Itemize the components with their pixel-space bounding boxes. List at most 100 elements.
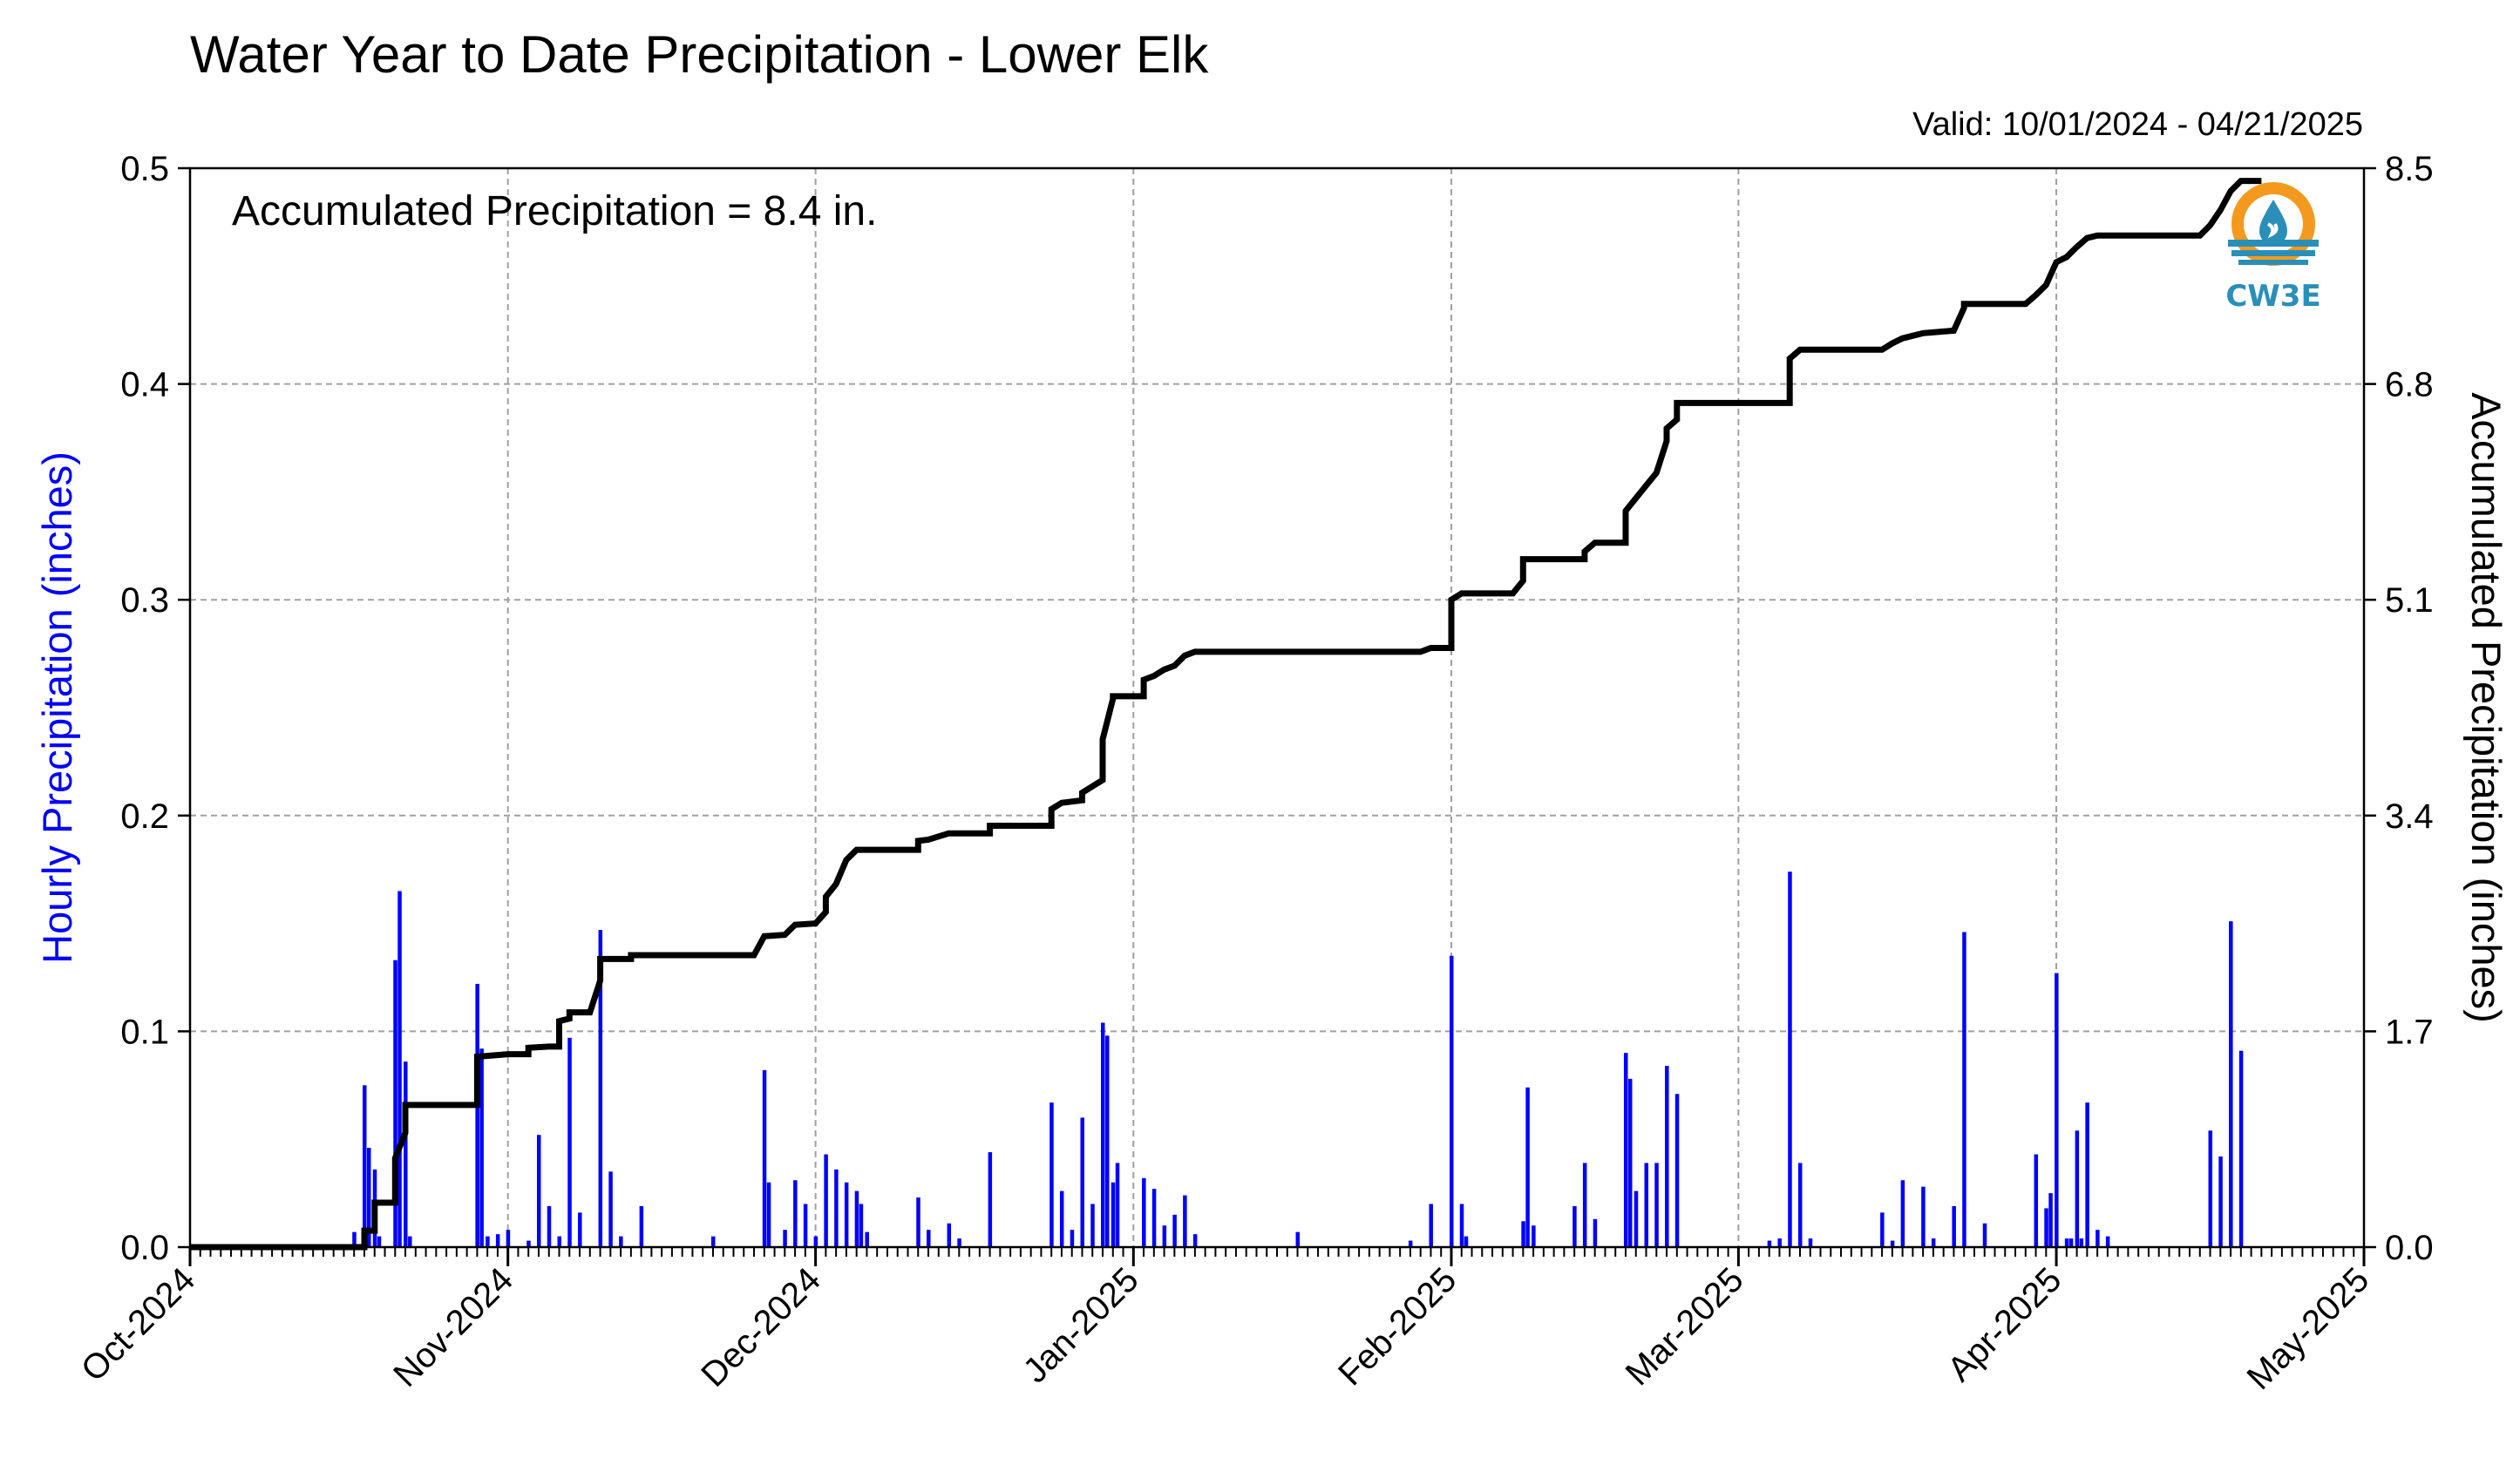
hourly-bar	[608, 1171, 613, 1247]
hourly-bar	[2075, 1130, 2080, 1247]
hourly-bar	[2238, 1050, 2244, 1247]
hourly-bar	[1952, 1205, 1956, 1247]
hourly-bar	[1429, 1204, 1433, 1247]
x-tick-label: Apr-2025	[1940, 1260, 2068, 1388]
hourly-bar	[1151, 1189, 1157, 1247]
hourly-bar	[2208, 1130, 2213, 1247]
y-left-tick-label: 0.1	[120, 1013, 169, 1051]
hourly-bar	[1090, 1204, 1095, 1247]
hourly-bar	[393, 960, 397, 1247]
hourly-bar	[1788, 872, 1792, 1247]
x-tick-label: Nov-2024	[386, 1260, 520, 1394]
y-left-tick-label: 0.3	[120, 581, 169, 620]
hourly-bar	[1080, 1117, 1084, 1247]
x-tick-label: Feb-2025	[1331, 1260, 1464, 1393]
hourly-bar	[377, 1236, 382, 1247]
hourly-bar	[1111, 1182, 1116, 1247]
hourly-bar	[1644, 1163, 1649, 1247]
hourly-bar	[1449, 955, 1454, 1247]
hourly-bar	[1049, 1102, 1054, 1247]
y-left-axis-label: Hourly Precipitation (inches)	[34, 451, 80, 964]
hourly-bar	[2095, 1230, 2100, 1247]
accumulated-annotation: Accumulated Precipitation = 8.4 in.	[232, 188, 877, 234]
hourly-bar	[1797, 1163, 1803, 1247]
hourly-bar	[762, 1069, 767, 1247]
hourly-bar	[2079, 1238, 2084, 1247]
hourly-bar	[957, 1238, 961, 1247]
hourly-bar	[1982, 1223, 1987, 1247]
grid-lines	[190, 168, 2364, 1247]
y-left-tick-labels: 0.0 0.1 0.2 0.3 0.4 0.5	[120, 150, 190, 1267]
y-right-tick-label: 6.8	[2385, 366, 2434, 404]
hourly-bar	[536, 1135, 541, 1247]
hourly-bar	[619, 1236, 623, 1247]
x-tick-label: Jan-2025	[1016, 1260, 1146, 1390]
hourly-bar	[2229, 921, 2233, 1247]
hourly-bar	[1623, 1053, 1628, 1247]
hourly-bar	[1142, 1177, 1146, 1247]
hourly-bar	[2105, 1236, 2110, 1247]
x-tick-label: Mar-2025	[1619, 1260, 1751, 1393]
hourly-bar	[598, 930, 603, 1247]
chart-title: Water Year to Date Precipitation - Lower…	[190, 25, 1209, 84]
hourly-bar	[1070, 1230, 1075, 1247]
y-right-tick-label: 0.0	[2385, 1229, 2434, 1267]
hourly-bar	[1101, 1022, 1105, 1247]
hourly-bar	[1532, 1225, 1536, 1247]
hourly-bar	[352, 1231, 357, 1247]
x-tick-label: Oct-2024	[74, 1260, 202, 1388]
y-left-tick-label: 0.0	[120, 1229, 169, 1267]
hourly-bar	[2048, 1193, 2053, 1247]
hourly-bar	[1921, 1186, 1926, 1247]
hourly-bar	[834, 1169, 839, 1247]
hourly-bar	[927, 1230, 931, 1247]
hourly-bar	[947, 1223, 952, 1247]
y-left-tick-label: 0.5	[120, 150, 169, 188]
hourly-bar	[639, 1205, 644, 1247]
hourly-bar	[397, 891, 402, 1247]
hourly-bar	[1162, 1225, 1167, 1247]
cw3e-logo-text: CW3E	[2225, 279, 2321, 314]
hourly-bar	[1172, 1214, 1177, 1247]
hourly-bar	[366, 1148, 371, 1247]
valid-range: Valid: 10/01/2024 - 04/21/2025	[1912, 106, 2363, 143]
y-right-tick-label: 8.5	[2385, 150, 2434, 188]
hourly-bar	[859, 1204, 864, 1247]
hourly-bar	[479, 1048, 484, 1247]
hourly-bar	[1525, 1087, 1530, 1247]
cw3e-logo-icon	[2228, 182, 2319, 266]
hourly-bar	[1521, 1221, 1525, 1247]
hourly-precip-bars	[352, 872, 2244, 1247]
y-right-tick-label: 5.1	[2385, 581, 2434, 620]
cw3e-logo: CW3E	[2221, 179, 2326, 318]
hourly-bar	[1931, 1238, 1936, 1247]
hourly-bar	[844, 1182, 849, 1247]
hourly-bar	[865, 1231, 869, 1247]
hourly-bar	[1459, 1204, 1464, 1247]
y-right-axis-label: Accumulated Precipitation (inches)	[2463, 392, 2510, 1023]
hourly-bar	[1183, 1195, 1187, 1247]
hourly-bar	[1808, 1238, 1813, 1247]
hourly-bar	[526, 1240, 531, 1247]
hourly-bar	[1105, 1035, 1110, 1247]
hourly-bar	[988, 1152, 993, 1247]
x-tick-label: May-2025	[2239, 1260, 2376, 1397]
hourly-bar	[1464, 1236, 1469, 1247]
hourly-bar	[1962, 932, 1966, 1247]
hourly-bar	[495, 1234, 500, 1247]
hourly-bar	[362, 1085, 367, 1247]
accumulated-precip-line	[190, 178, 2262, 1251]
x-tick-labels: Oct-2024 Nov-2024 Dec-2024 Jan-2025 Feb-2025…	[74, 1260, 2376, 1397]
hourly-bar	[783, 1230, 787, 1247]
x-minor-ticks	[188, 1247, 2366, 1266]
hourly-bar	[1777, 1238, 1782, 1247]
hourly-bar	[1572, 1205, 1577, 1247]
hourly-bar	[475, 983, 479, 1247]
hourly-bar	[557, 1236, 562, 1247]
hourly-bar	[1593, 1218, 1598, 1247]
hourly-bar	[854, 1190, 859, 1247]
hourly-bar	[1408, 1240, 1413, 1247]
hourly-bar	[803, 1204, 808, 1247]
hourly-bar	[1295, 1231, 1301, 1247]
hourly-bar	[2044, 1208, 2048, 1247]
